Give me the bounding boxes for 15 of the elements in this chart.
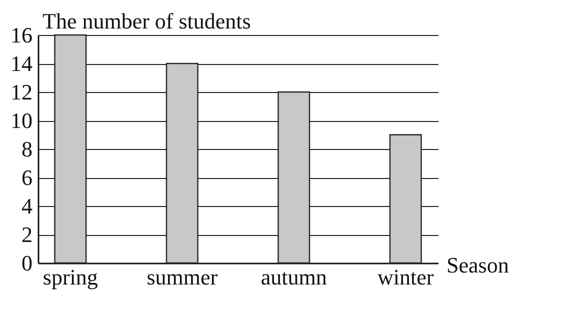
x-axis-title: Season <box>446 252 509 278</box>
y-tick-label: 12 <box>10 80 32 104</box>
x-tick-label: spring <box>42 264 98 290</box>
x-tick-label: summer <box>146 264 218 290</box>
y-tick-label: 6 <box>22 165 32 190</box>
y-tick-label: 0 <box>22 250 32 276</box>
y-tick-label: 14 <box>10 51 32 76</box>
y-tick-label: 4 <box>22 194 32 218</box>
x-tick-label: autumn <box>260 264 327 290</box>
y-tick-label: 10 <box>10 108 32 133</box>
y-axis-title: The number of students <box>42 8 251 34</box>
y-tick-label: 16 <box>10 22 32 48</box>
x-tick-label: winter <box>377 264 434 290</box>
y-tick-label: 2 <box>22 222 32 247</box>
y-tick-label: 8 <box>22 136 32 162</box>
